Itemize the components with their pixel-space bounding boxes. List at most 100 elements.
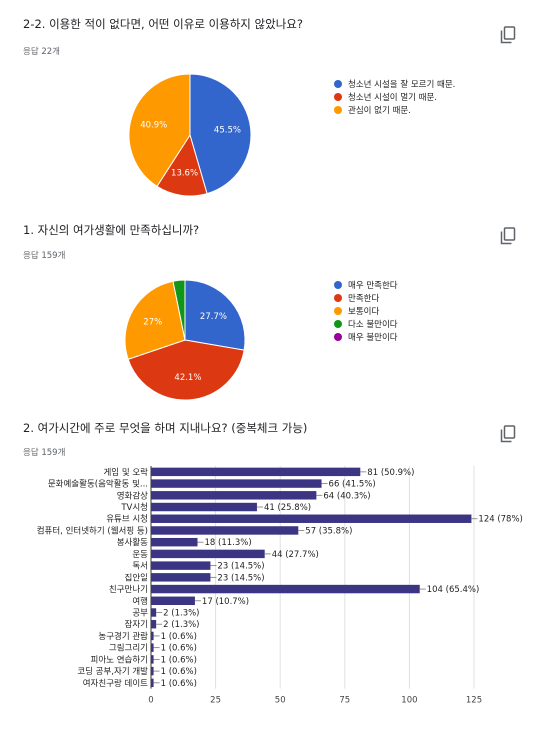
slice-label: 45.5% <box>214 126 241 136</box>
category-label: 여행 <box>132 596 148 607</box>
category-label: 컴퓨터, 인터넷하기 (웹서핑 등) <box>37 525 148 536</box>
bar <box>151 549 265 559</box>
copy-icon[interactable] <box>500 425 516 443</box>
value-label: 57 (35.8%) <box>305 526 352 536</box>
category-label: 게임 및 오락 <box>103 467 148 478</box>
bar <box>151 491 317 500</box>
category-label: 농구경기 관람 <box>98 631 148 642</box>
legend-item: 매우 만족한다 <box>334 278 398 291</box>
bar <box>151 678 154 688</box>
slice-label: 27% <box>143 317 162 327</box>
x-tick-label: 0 <box>148 696 153 706</box>
category-label: 피아노 연습하기 <box>91 654 148 665</box>
value-label: 124 (78%) <box>478 515 522 525</box>
slice-label: 40.9% <box>140 120 167 130</box>
pie-slice <box>127 339 245 401</box>
legend-label: 보통이다 <box>348 306 380 317</box>
category-label: 집안일 <box>125 572 148 583</box>
legend-swatch <box>334 332 342 341</box>
value-label: 66 (41.5%) <box>329 480 376 490</box>
value-label: 1 (0.6%) <box>161 655 197 665</box>
value-label: 41 (25.8%) <box>264 503 311 513</box>
bar <box>151 608 157 617</box>
legend-label: 다소 불만이다 <box>348 319 398 330</box>
pie-slice <box>172 279 186 341</box>
value-label: 104 (65.4%) <box>427 585 480 595</box>
pie-slice <box>128 73 191 187</box>
pie-chart-reasons: 45.5% 13.6% 40.9% <box>128 73 252 197</box>
value-label: 2 (1.3%) <box>163 609 199 619</box>
question-title: 2. 여가시간에 주로 무엇을 하며 지내나요? (중복체크 가능) <box>23 421 308 435</box>
x-tick-label: 25 <box>210 696 221 706</box>
bar <box>151 584 420 594</box>
pie-slice <box>156 133 208 197</box>
legend-item: 보통이다 <box>334 304 398 317</box>
legend-swatch <box>334 105 342 114</box>
pie-chart-satisfaction: 27.7% 42.1% 27% <box>125 279 246 401</box>
slice-label: 42.1% <box>174 373 201 383</box>
bar <box>151 467 361 477</box>
bar <box>151 537 198 547</box>
value-label: 18 (11.3%) <box>205 538 252 548</box>
response-count: 응답 22개 <box>23 47 60 57</box>
x-tick-label: 50 <box>275 696 286 706</box>
legend-item: 매우 불만이다 <box>334 330 398 343</box>
legend-label: 관심이 없기 때문. <box>348 105 411 116</box>
category-label: 독서 <box>132 562 148 572</box>
x-tick-label: 75 <box>339 696 350 706</box>
value-label: 64 (40.3%) <box>323 491 370 501</box>
response-count: 응답 159개 <box>23 448 66 458</box>
legend-item: 다소 불만이다 <box>334 317 398 330</box>
bar <box>151 514 472 523</box>
value-label: 1 (0.6%) <box>161 679 197 689</box>
question-title: 1. 자신의 여가생활에 만족하십니까? <box>23 223 200 237</box>
x-tick-label: 125 <box>466 696 482 706</box>
bar <box>151 620 157 629</box>
bar <box>151 502 257 512</box>
slice-label: 13.6% <box>171 168 198 178</box>
category-label: TV시청 <box>120 503 148 513</box>
copy-icon[interactable] <box>500 227 516 245</box>
legend-item: 관심이 없기 때문. <box>334 103 455 116</box>
copy-icon-glyph <box>500 425 516 443</box>
bar-chart-leisure: 0 25 50 75 100 125 게임 및 오락 81 (50.9%) 문화예술활동(음악활… <box>37 466 523 706</box>
bar <box>151 479 322 488</box>
value-label: 44 (27.7%) <box>272 550 319 560</box>
value-label: 23 (14.5%) <box>217 562 264 572</box>
legend-label: 매우 만족한다 <box>348 280 398 291</box>
value-label: 81 (50.9%) <box>367 468 414 478</box>
copy-icon-glyph <box>500 26 516 44</box>
bar <box>151 596 195 605</box>
legend-item: 청소년 시설을 잘 모르기 때문. <box>334 77 455 90</box>
copy-icon-glyph <box>500 227 516 245</box>
legend-satisfaction: 매우 만족한다 만족한다 보통이다 다소 불만이다 매우 불만이다 <box>334 278 398 343</box>
legend-swatch <box>334 319 342 328</box>
response-count: 응답 159개 <box>23 251 66 261</box>
category-label: 운동 <box>132 550 148 560</box>
bar <box>151 643 154 652</box>
bar <box>151 655 154 664</box>
category-label: 여자친구랑 데이트 <box>83 678 148 689</box>
bar <box>151 666 154 676</box>
legend-swatch <box>334 306 342 315</box>
category-label: 유튜브 시청 <box>106 515 148 525</box>
category-label: 공부 <box>132 609 148 619</box>
category-label: 코딩 공부,자기 개발 <box>77 666 148 677</box>
value-label: 1 (0.6%) <box>161 644 197 654</box>
pie-slice <box>189 73 252 195</box>
legend-reasons: 청소년 시설을 잘 모르기 때문. 청소년 시설이 멀기 때문. 관심이 없기 … <box>334 77 455 116</box>
category-label: 영화감상 <box>117 490 148 501</box>
value-label: 1 (0.6%) <box>161 667 197 677</box>
pie-slice <box>184 279 246 351</box>
pie-slice <box>125 280 186 360</box>
x-tick-label: 100 <box>401 696 417 706</box>
category-label: 봉사활동 <box>117 537 148 548</box>
bar <box>151 561 211 570</box>
bar <box>151 526 299 535</box>
legend-label: 만족한다 <box>348 293 380 304</box>
legend-swatch <box>334 79 342 88</box>
legend-label: 매우 불만이다 <box>348 332 398 343</box>
copy-icon[interactable] <box>500 26 516 44</box>
legend-swatch <box>334 92 342 101</box>
value-label: 17 (10.7%) <box>202 597 249 607</box>
